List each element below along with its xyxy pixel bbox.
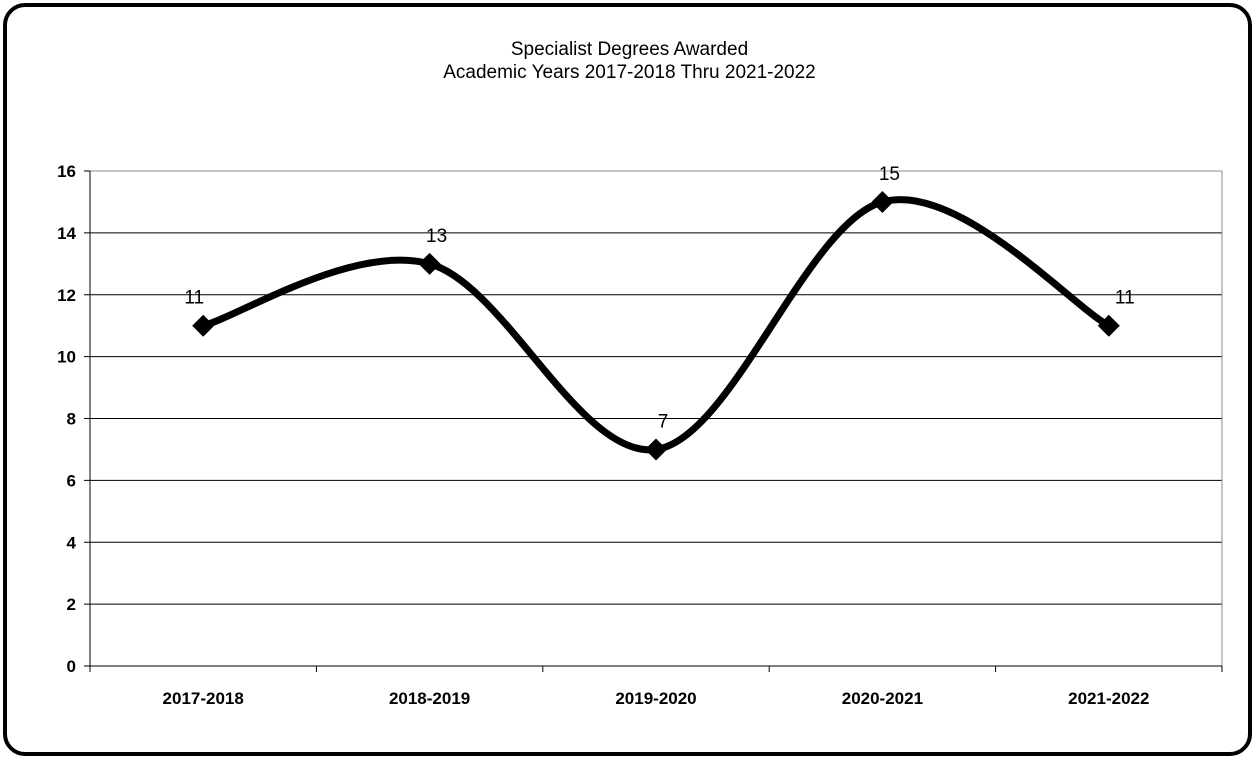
y-tick-label: 2	[67, 595, 76, 614]
y-tick-label: 16	[57, 162, 76, 181]
y-tick-label: 4	[67, 533, 77, 552]
y-tick-label: 0	[67, 657, 76, 676]
data-label: 7	[658, 411, 669, 432]
chart-frame	[3, 3, 1252, 756]
y-tick-label: 12	[57, 286, 76, 305]
x-tick-label: 2019-2020	[615, 689, 696, 708]
data-label: 11	[184, 288, 204, 309]
y-tick-label: 6	[67, 471, 76, 490]
data-point-marker	[645, 438, 667, 461]
y-tick-label: 10	[57, 348, 76, 367]
data-point-marker	[418, 252, 441, 275]
y-tick-label: 14	[57, 224, 76, 243]
chart-title: Specialist Degrees Awarded Academic Year…	[0, 38, 1259, 84]
data-label: 11	[1115, 288, 1135, 309]
data-point-marker	[192, 314, 215, 337]
y-tick-label: 8	[67, 410, 76, 429]
data-label: 13	[426, 226, 447, 247]
chart-title-line-1: Specialist Degrees Awarded	[510, 39, 749, 60]
x-tick-label: 2018-2019	[389, 689, 470, 708]
chart-title-line-2: Academic Years 2017-2018 Thru 2021-2022	[443, 62, 816, 83]
x-tick-label: 2020-2021	[842, 689, 923, 708]
data-point-marker	[871, 190, 894, 213]
data-point-marker	[1097, 314, 1120, 337]
data-label: 15	[879, 164, 900, 185]
x-tick-label: 2017-2018	[163, 689, 244, 708]
series-line	[199, 196, 1113, 454]
x-tick-label: 2021-2022	[1068, 689, 1149, 708]
